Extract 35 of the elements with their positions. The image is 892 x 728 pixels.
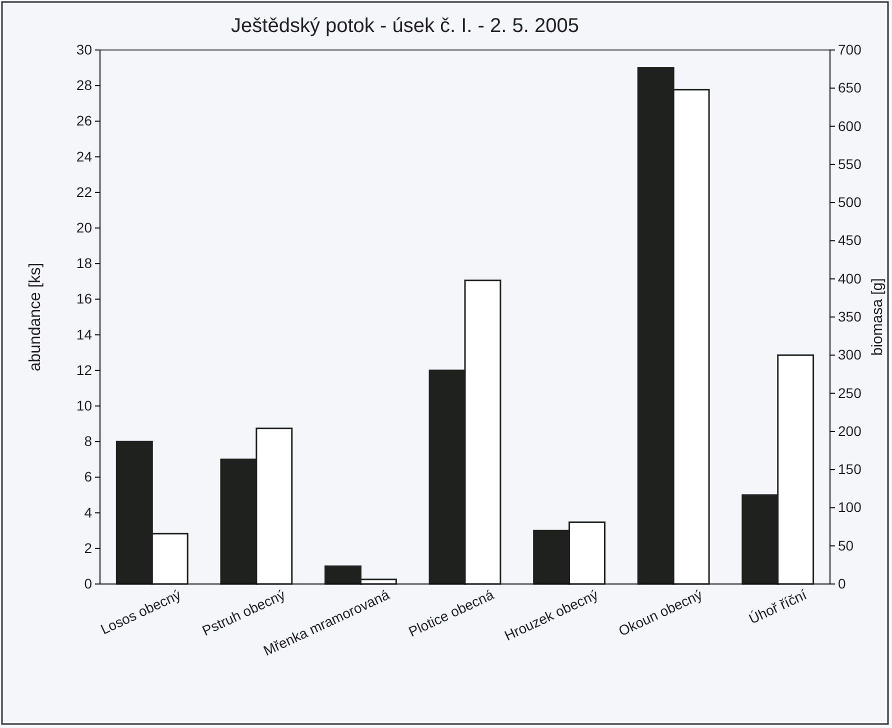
y-tick-label: 28 bbox=[76, 77, 92, 94]
y2-tick-label: 650 bbox=[838, 80, 862, 96]
chart-title: Ještědský potok - úsek č. I. - 2. 5. 2005 bbox=[231, 15, 579, 37]
y-tick-label: 0 bbox=[84, 575, 92, 592]
y2-tick-label: 600 bbox=[838, 118, 862, 134]
y2-tick-label: 500 bbox=[838, 194, 862, 210]
y2-tick-label: 50 bbox=[838, 537, 854, 554]
y-tick-label: 4 bbox=[84, 504, 92, 520]
y2-tick-label: 700 bbox=[838, 41, 862, 58]
y-tick-label: 6 bbox=[84, 468, 92, 485]
y2-tick-label: 400 bbox=[838, 270, 862, 286]
y-tick-label: 8 bbox=[84, 433, 92, 450]
y2-tick-label: 0 bbox=[838, 575, 846, 592]
y2-tick-label: 200 bbox=[838, 422, 862, 439]
y2-tick-label: 550 bbox=[838, 156, 862, 172]
y2-tick-label: 100 bbox=[838, 499, 862, 516]
x-tick-label: Úhoř říční bbox=[746, 586, 809, 627]
y-tick-label: 26 bbox=[76, 112, 92, 129]
y-tick-label: 12 bbox=[76, 362, 92, 378]
y-tick-label: 18 bbox=[76, 255, 92, 272]
y2-axis-title: biomasa [g] bbox=[869, 278, 886, 356]
y2-tick-label: 350 bbox=[838, 308, 862, 324]
y2-tick-label: 450 bbox=[838, 232, 862, 248]
y-tick-label: 14 bbox=[76, 326, 92, 342]
y-tick-label: 16 bbox=[76, 290, 92, 307]
y2-tick-label: 250 bbox=[838, 384, 862, 401]
y-tick-label: 24 bbox=[76, 148, 92, 164]
y-tick-label: 2 bbox=[84, 540, 92, 556]
y-tick-label: 20 bbox=[76, 219, 92, 236]
y-tick-label: 22 bbox=[76, 184, 92, 200]
y-axis-title: abundance [ks] bbox=[27, 262, 44, 372]
y-tick-label: 10 bbox=[76, 397, 92, 414]
y-tick-label: 30 bbox=[76, 41, 92, 58]
y2-tick-label: 300 bbox=[838, 346, 862, 363]
y2-tick-label: 150 bbox=[838, 461, 862, 478]
